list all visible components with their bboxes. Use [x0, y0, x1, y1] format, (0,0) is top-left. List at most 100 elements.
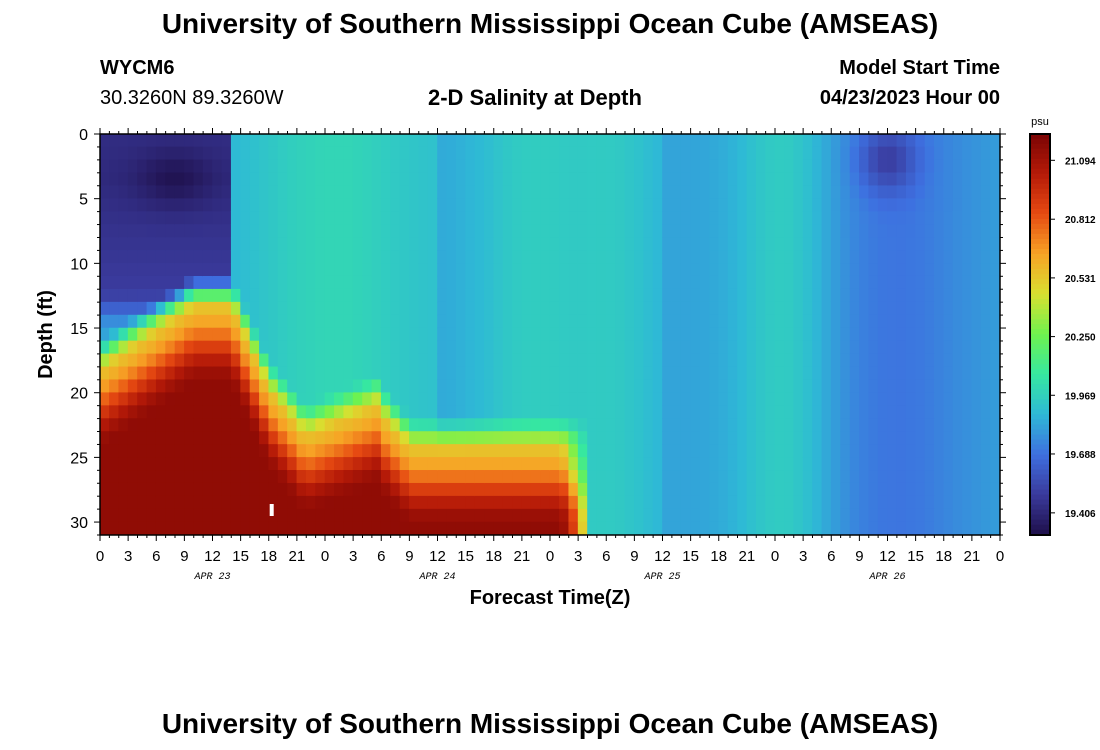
heat-cell: [887, 495, 898, 510]
heat-cell: [268, 237, 279, 251]
heat-cell: [315, 301, 326, 316]
heat-cell: [305, 508, 316, 523]
heat-cell: [502, 340, 513, 355]
heat-cell: [887, 159, 898, 174]
heat-cell: [830, 288, 841, 303]
heat-cell: [596, 263, 607, 277]
heat-cell: [230, 275, 241, 290]
heat-cell: [99, 444, 110, 458]
heat-cell: [221, 521, 232, 536]
heat-cell: [240, 470, 251, 484]
heat-cell: [352, 314, 363, 329]
heat-cell: [962, 224, 973, 238]
heat-cell: [680, 340, 691, 355]
heat-cell: [671, 482, 682, 497]
y-axis-label: Depth (ft): [35, 290, 57, 379]
heat-cell: [727, 224, 738, 238]
heat-cell: [784, 366, 795, 381]
heat-cell: [587, 159, 598, 174]
heat-cell: [765, 288, 776, 303]
heat-cell: [296, 431, 307, 445]
heat-cell: [549, 495, 560, 510]
heat-cell: [409, 379, 420, 394]
heat-cell: [821, 340, 832, 355]
heat-cell: [821, 366, 832, 381]
heat-cell: [615, 159, 626, 174]
heat-cell: [784, 172, 795, 187]
heat-cell: [868, 379, 879, 394]
heat-cell: [746, 159, 757, 174]
heat-cell: [193, 431, 204, 445]
heat-cell: [765, 146, 776, 161]
heat-cell: [737, 250, 748, 264]
heat-cell: [184, 301, 195, 316]
x-tick-label: 3: [349, 548, 357, 565]
heat-cell: [840, 172, 851, 187]
heat-cell: [446, 146, 457, 161]
colorbar-band: [1030, 419, 1050, 426]
heat-cell: [549, 521, 560, 536]
heat-cell: [324, 288, 335, 303]
heat-cell: [240, 224, 251, 238]
heat-cell: [390, 288, 401, 303]
heat-cell: [315, 224, 326, 238]
heat-cell: [465, 340, 476, 355]
heat-cell: [849, 198, 860, 212]
heat-cell: [437, 263, 448, 277]
heat-cell: [634, 418, 645, 432]
heat-cell: [924, 444, 935, 458]
heat-cell: [699, 379, 710, 394]
heat-cell: [830, 198, 841, 212]
heat-cell: [540, 275, 551, 290]
heat-cell: [737, 431, 748, 445]
heat-cell: [390, 301, 401, 316]
heat-cell: [221, 133, 232, 148]
heat-cell: [605, 327, 616, 342]
heat-cell: [840, 185, 851, 199]
heat-cell: [568, 314, 579, 329]
heat-cell: [718, 327, 729, 342]
heat-cell: [905, 508, 916, 523]
heat-cell: [877, 508, 888, 523]
heat-cell: [165, 211, 176, 225]
heat-cell: [765, 159, 776, 174]
heat-cell: [380, 198, 391, 212]
heat-cell: [615, 366, 626, 381]
heat-cell: [118, 521, 129, 536]
heat-cell: [549, 340, 560, 355]
heat-cell: [455, 301, 466, 316]
heat-cell: [521, 185, 532, 199]
colorbar-band: [1030, 254, 1050, 260]
heat-cell: [671, 405, 682, 419]
heat-cell: [362, 379, 373, 394]
heat-cell: [755, 133, 766, 148]
heat-cell: [755, 521, 766, 536]
heat-cell: [765, 508, 776, 523]
heat-cell: [924, 470, 935, 484]
heat-cell: [512, 185, 523, 199]
heat-cell: [371, 521, 382, 536]
heat-cell: [334, 172, 345, 187]
heat-cell: [334, 275, 345, 290]
heat-cell: [699, 444, 710, 458]
heat-cell: [409, 263, 420, 277]
heat-cell: [830, 275, 841, 290]
heat-cell: [493, 301, 504, 316]
heat-cell: [905, 366, 916, 381]
heat-cell: [521, 250, 532, 264]
heat-cell: [212, 340, 223, 355]
heat-cell: [240, 275, 251, 290]
heat-cell: [859, 521, 870, 536]
heat-cell: [474, 288, 485, 303]
heat-cell: [230, 444, 241, 458]
heat-cell: [118, 392, 129, 406]
heat-cell: [549, 288, 560, 303]
heat-cell: [605, 366, 616, 381]
heat-cell: [530, 353, 541, 368]
heat-cell: [277, 340, 288, 355]
heat-cell: [718, 392, 729, 406]
heat-cell: [240, 521, 251, 536]
heat-cell: [212, 379, 223, 394]
heat-cell: [502, 418, 513, 432]
plot-title: 2-D Salinity at Depth: [428, 85, 642, 110]
